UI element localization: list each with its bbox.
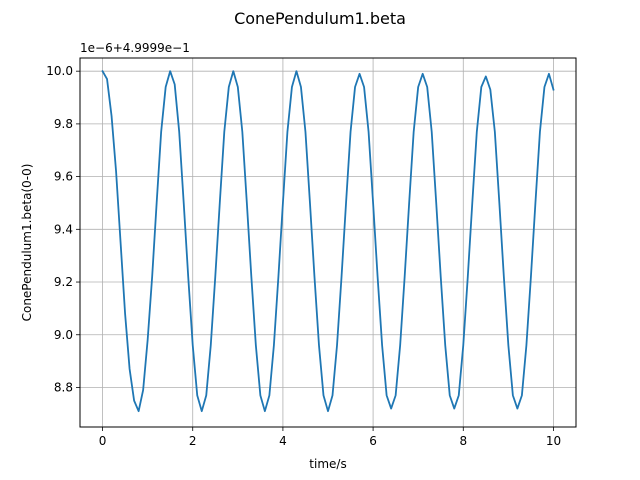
x-axis-label: time/s [309,457,346,471]
y-tick-label: 9.6 [54,170,73,184]
x-axis-ticks: 0 2 4 6 8 10 [99,427,561,448]
y-axis-label: ConePendulum1.beta(0-0) [20,164,34,322]
plot-series [101,69,555,413]
x-tick-label: 6 [369,434,377,448]
x-tick-label: 10 [546,434,561,448]
x-tick-label: 2 [189,434,197,448]
x-tick-label: 0 [99,434,107,448]
x-tick-label: 4 [279,434,287,448]
y-tick-label: 9.8 [54,117,73,131]
y-axis-ticks: 8.8 9.0 9.2 9.4 9.6 9.8 10.0 [46,64,80,394]
plot-area-frame [79,57,577,428]
axis-offset-text: 1e−6+4.9999e−1 [80,41,190,55]
y-tick-label: 10.0 [46,64,73,78]
chart-title: ConePendulum1.beta [234,9,406,28]
y-tick-label: 9.4 [54,222,73,236]
x-tick-label: 8 [459,434,467,448]
y-tick-label: 8.8 [54,380,73,394]
y-tick-label: 9.2 [54,275,73,289]
series-line-0 [101,69,555,413]
y-tick-label: 9.0 [54,328,73,342]
